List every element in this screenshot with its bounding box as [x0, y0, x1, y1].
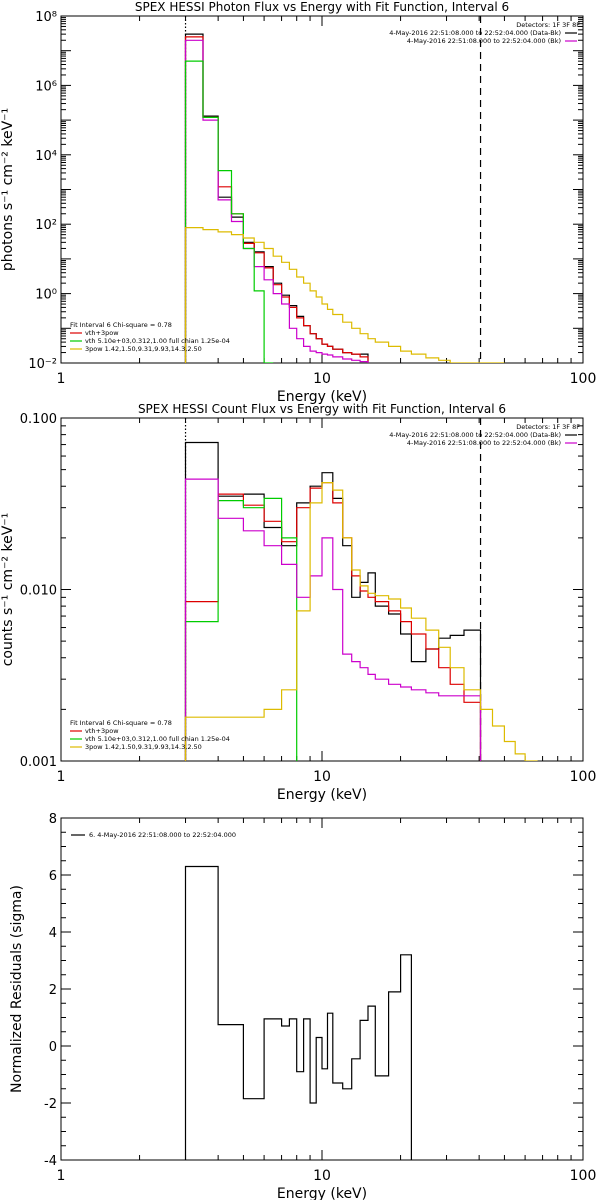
- plot-frame: [60, 15, 584, 364]
- y-tick-label: 0.001: [20, 755, 57, 770]
- y-tick-label: 0.100: [20, 412, 57, 427]
- x-axis-label: Energy (keV): [277, 787, 367, 803]
- y-tick-label: 0.010: [20, 584, 57, 599]
- x-tick-label: 10: [313, 1168, 331, 1184]
- legend-entry-label: 3pow 1.42,1.50,9.31,9.93,14.3,2.50: [85, 743, 202, 751]
- legend-entry-label: vth+3pow: [85, 329, 119, 337]
- legend-entry-label: 6. 4-May-2016 22:51:08.000 to 22:52:04.0…: [89, 831, 236, 839]
- histogram-series-1: [184, 865, 412, 1160]
- plot-frame: [60, 417, 584, 762]
- legend-fit-header: Fit Interval 6 Chi-square = 0.78: [70, 719, 172, 727]
- x-axis-label: Energy (keV): [277, 389, 367, 405]
- x-tick-label: 1: [57, 371, 66, 387]
- x-tick-label: 100: [570, 769, 597, 785]
- legend-entry-label: vth 5.10e+03,0.312,1.00 full chian 1.25e…: [85, 337, 230, 345]
- chart-panel-3: 1 10 100 Energy (keV) -4 -2 0 2 4 6 8 Normalized Re…: [9, 812, 596, 1200]
- y-tick-label: 2: [49, 983, 57, 998]
- x-tick-label: 10: [313, 769, 331, 785]
- histogram-series-5: [184, 227, 505, 363]
- y-tick-label: 10⁶: [35, 79, 57, 94]
- y-axis-label: counts s⁻¹ cm⁻² keV⁻¹: [0, 513, 16, 667]
- x-tick-label: 1: [57, 1168, 66, 1184]
- chart-panel-2: SPEX HESSI Count Flux vs Energy with Fit…: [0, 402, 596, 803]
- y-tick-label: 4: [49, 926, 57, 941]
- y-tick-label: 8: [49, 812, 57, 827]
- legend-entry-label: vth 5.10e+03,0.312,1.00 full chian 1.25e…: [85, 735, 230, 743]
- chart-panel-1: SPEX HESSI Photon Flux vs Energy with Fi…: [0, 0, 596, 405]
- histogram-series-3: [184, 39, 369, 363]
- y-tick-label: -2: [44, 1097, 57, 1112]
- histogram-series-4: [184, 60, 274, 363]
- legend-detectors: Detectors: 1F 3F 8F: [516, 21, 580, 29]
- y-axis-label: photons s⁻¹ cm⁻² keV⁻¹: [0, 108, 16, 271]
- x-tick-label: 10: [313, 371, 331, 387]
- legend-entry-label: 3pow 1.42,1.50,9.31,9.93,14.3,2.50: [85, 345, 202, 353]
- legend-entry-label: 4-May-2016 22:51:08.000 to 22:52:04.000 …: [407, 439, 561, 447]
- x-tick-label: 1: [57, 769, 66, 785]
- histogram-series-4: [184, 478, 482, 761]
- legend-fit-header: Fit Interval 6 Chi-square = 0.78: [70, 321, 172, 329]
- plot-frame: [60, 817, 584, 1161]
- y-tick-label: 10⁻²: [28, 357, 57, 372]
- histogram-series-1: [184, 33, 369, 363]
- legend-entry-label: 4-May-2016 22:51:08.000 to 22:52:04.000 …: [407, 37, 561, 45]
- legend-entry-label: vth+3pow: [85, 727, 119, 735]
- y-tick-label: 10⁸: [35, 10, 57, 25]
- y-tick-label: 0: [49, 1040, 57, 1055]
- y-tick-label: 10²: [35, 218, 57, 233]
- x-axis-label: Energy (keV): [277, 1186, 367, 1200]
- legend-detectors: Detectors: 1F 3F 8F: [516, 423, 580, 431]
- legend-entry-label: 4-May-2016 22:51:08.000 to 22:52:04.000 …: [389, 431, 561, 439]
- x-tick-label: 100: [570, 1168, 597, 1184]
- chart-title: SPEX HESSI Photon Flux vs Energy with Fi…: [135, 0, 509, 14]
- legend-entry-label: 4-May-2016 22:51:08.000 to 22:52:04.000 …: [389, 29, 561, 37]
- y-axis-label: Normalized Residuals (sigma): [9, 885, 25, 1093]
- chart-title: SPEX HESSI Count Flux vs Energy with Fit…: [138, 402, 506, 416]
- y-tick-label: -4: [44, 1154, 57, 1169]
- x-tick-label: 100: [570, 371, 597, 387]
- y-tick-label: 10⁰: [35, 288, 57, 303]
- histogram-series-3: [184, 497, 298, 761]
- y-tick-label: 6: [49, 869, 57, 884]
- histogram-series-5: [184, 482, 538, 761]
- histogram-series-2: [184, 482, 482, 761]
- y-tick-label: 10⁴: [35, 149, 57, 164]
